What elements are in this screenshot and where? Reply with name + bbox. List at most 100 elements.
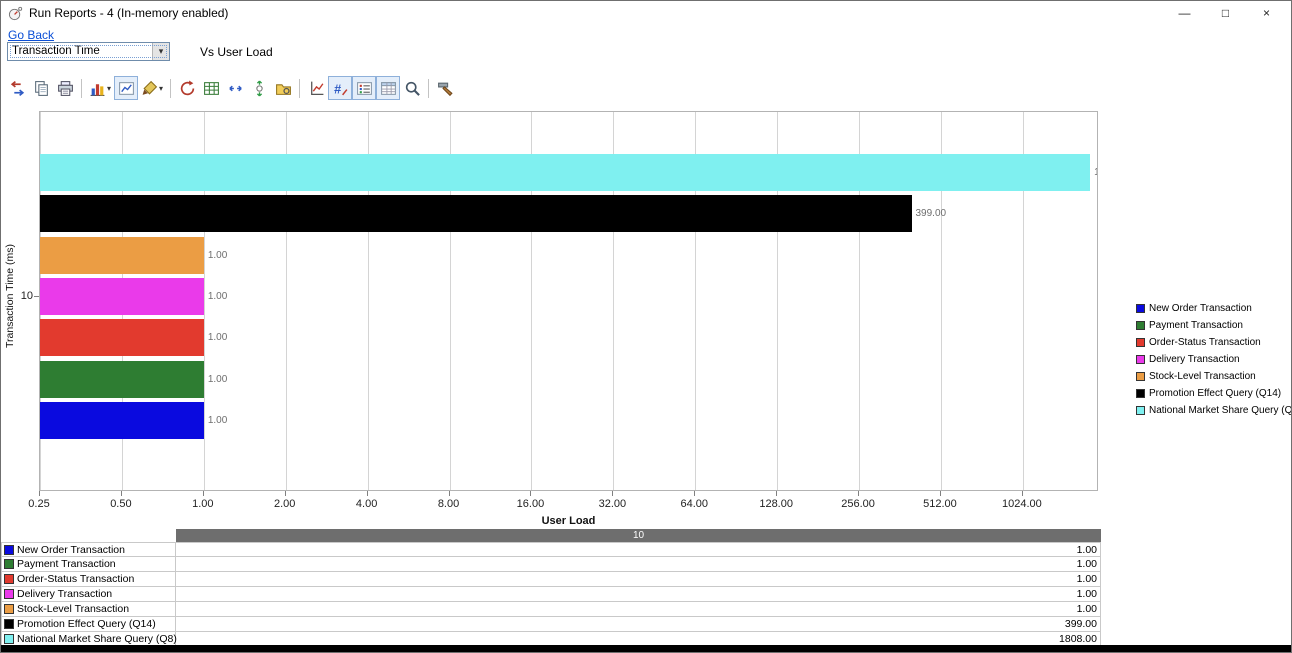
x-tick-label: 32.00 (598, 498, 627, 510)
series-swatch (4, 634, 14, 644)
bar-value-label: 1.00 (207, 332, 228, 344)
table-value-cell: 1.00 (176, 557, 1101, 571)
vertical-arrows-icon[interactable] (247, 76, 271, 100)
close-button[interactable]: × (1246, 1, 1287, 25)
maximize-button[interactable]: □ (1205, 1, 1246, 25)
gridline (203, 112, 205, 490)
print-icon[interactable] (53, 76, 77, 100)
table-row[interactable]: Stock-Level Transaction 1.00 (1, 602, 1101, 617)
horizontal-arrows-icon[interactable] (223, 76, 247, 100)
x-tick-mark (1021, 491, 1023, 496)
zoom-icon[interactable] (400, 76, 424, 100)
table-row[interactable]: Delivery Transaction 1.00 (1, 587, 1101, 602)
export-data-icon[interactable] (5, 76, 29, 100)
rotate-3d-icon[interactable] (175, 76, 199, 100)
gridline (777, 112, 779, 490)
legend-label: Stock-Level Transaction (1149, 371, 1256, 382)
gridline (1022, 112, 1024, 490)
app-icon[interactable] (8, 6, 23, 21)
copy-icon[interactable] (29, 76, 53, 100)
go-back-link[interactable]: Go Back (8, 28, 55, 42)
metric-selector-row: Transaction Time ▾ Vs User Load (7, 42, 273, 61)
legend-item: Payment Transaction (1136, 317, 1291, 334)
bar-stock-level-transaction[interactable] (40, 236, 204, 274)
chevron-down-icon[interactable]: ▾ (152, 43, 169, 60)
bar-order-status-transaction[interactable] (40, 319, 204, 357)
gridline (285, 112, 287, 490)
legend-swatch (1136, 372, 1145, 381)
legend-label: Promotion Effect Query (Q14) (1149, 388, 1282, 399)
chart-legend: New Order Transaction Payment Transaction… (1136, 300, 1291, 419)
table-name-cell: New Order Transaction (1, 543, 176, 556)
plot-area[interactable]: 1808.00 399.00 1.00 1.00 1.00 1.00 1.00 (39, 111, 1098, 491)
bar-value-label: 1.00 (207, 414, 228, 426)
data-labels-icon[interactable]: # (328, 76, 353, 100)
table-name-cell: Stock-Level Transaction (1, 602, 176, 616)
legend-toggle-icon[interactable] (352, 76, 377, 100)
x-tick-mark (858, 491, 860, 496)
chart-panel: Transaction Time (ms) 10 1808.00399.001.… (1, 104, 1291, 529)
x-tick-mark (612, 491, 614, 496)
tools-icon[interactable] (433, 76, 457, 100)
x-tick-label: 1024.00 (1001, 498, 1042, 510)
legend-swatch (1136, 406, 1145, 415)
chart-gallery-icon[interactable]: ▾ (86, 76, 114, 100)
bar-promotion-effect-query-q14[interactable] (40, 195, 912, 233)
chevron-down-icon[interactable]: ▾ (159, 83, 164, 93)
x-tick-mark (448, 491, 450, 496)
axes-chart-icon[interactable] (304, 76, 328, 100)
legend-swatch (1136, 389, 1145, 398)
gridline (613, 112, 615, 490)
bar-value-label: 1808.00 (1094, 167, 1097, 178)
bar-national-market-share-query-q8[interactable] (40, 154, 1091, 191)
chart-frame-icon[interactable] (114, 76, 139, 100)
bottom-border (1, 645, 1291, 652)
paint-brush-icon[interactable]: ▾ (138, 76, 166, 100)
table-name-cell: National Market Share Query (Q8) (1, 632, 177, 646)
table-row[interactable]: Promotion Effect Query (Q14) 399.00 (1, 617, 1101, 632)
legend-item: National Market Share Query (Q8) (1136, 402, 1291, 419)
metric-dropdown[interactable]: Transaction Time ▾ (7, 42, 170, 61)
minimize-button[interactable]: — (1164, 1, 1205, 25)
table-row[interactable]: New Order Transaction 1.00 (1, 542, 1101, 557)
series-name: Stock-Level Transaction (17, 603, 130, 615)
grid-icon[interactable] (199, 76, 223, 100)
series-name: Payment Transaction (17, 558, 116, 570)
x-tick-label: 8.00 (437, 498, 460, 510)
x-axis-title: User Load (541, 515, 596, 527)
table-row[interactable]: Order-Status Transaction 1.00 (1, 572, 1101, 587)
legend-swatch (1136, 304, 1145, 313)
table-value-cell: 1808.00 (176, 632, 1101, 646)
series-swatch (4, 604, 14, 614)
bar-payment-transaction[interactable] (40, 360, 204, 398)
legend-item: New Order Transaction (1136, 300, 1291, 317)
legend-label: New Order Transaction (1149, 303, 1252, 314)
y-tick-mark (34, 296, 39, 297)
bar-value-label: 1.00 (207, 249, 228, 261)
legend-item: Promotion Effect Query (Q14) (1136, 385, 1291, 402)
titlebar[interactable]: Run Reports - 4 (In-memory enabled) — □ … (1, 1, 1291, 25)
table-row[interactable]: Payment Transaction 1.00 (1, 557, 1101, 572)
series-name: New Order Transaction (17, 543, 125, 556)
y-tick-label: 10 (20, 290, 33, 302)
table-header-cell: 10 (176, 529, 1101, 542)
chevron-down-icon[interactable]: ▾ (107, 83, 112, 93)
legend-swatch (1136, 355, 1145, 364)
bar-value-label: 1.00 (207, 373, 228, 385)
x-tick-mark (120, 491, 122, 496)
data-table-icon[interactable] (376, 76, 401, 100)
bar-new-order-transaction[interactable] (40, 401, 204, 439)
series-swatch (4, 559, 14, 569)
gear-folder-icon[interactable] (271, 76, 295, 100)
x-tick-label: 16.00 (516, 498, 545, 510)
series-name: Promotion Effect Query (Q14) (17, 618, 156, 630)
x-tick-label: 256.00 (841, 498, 875, 510)
table-name-cell: Payment Transaction (1, 557, 176, 571)
x-tick-mark (202, 491, 204, 496)
gridline (367, 112, 369, 490)
vs-user-load-label: Vs User Load (200, 44, 273, 59)
bar-delivery-transaction[interactable] (40, 277, 204, 315)
chart-toolbar: ▾ ▾ # (5, 75, 457, 101)
series-swatch (4, 544, 14, 555)
